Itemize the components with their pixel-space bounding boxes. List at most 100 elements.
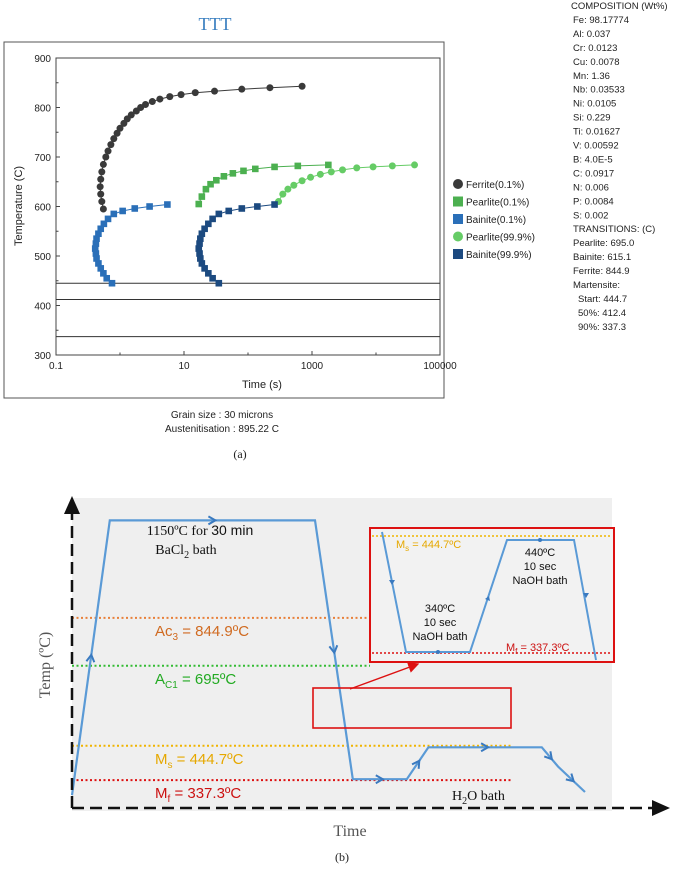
- transition-item: Ferrite: 844.9: [573, 266, 630, 277]
- data-point: [110, 210, 118, 218]
- series-pearlite-99-9: [275, 161, 419, 206]
- data-point: [388, 162, 396, 170]
- data-point: [97, 190, 105, 198]
- ttt-x-tick-label: 100000: [423, 361, 457, 372]
- step1-time: 10 sec: [424, 617, 457, 629]
- composition-item: S: 0.002: [573, 210, 608, 221]
- legend-swatch: [453, 231, 463, 242]
- data-point: [198, 260, 206, 267]
- inset-marker-1: [436, 650, 440, 654]
- ttt-y-tick-label: 800: [34, 104, 51, 115]
- data-point: [141, 101, 149, 109]
- data-point: [191, 89, 199, 97]
- data-point: [100, 220, 108, 228]
- step2-bath: NaOH bath: [512, 575, 567, 587]
- temp-axis-label: Temp (ºC): [37, 632, 54, 699]
- ttt-y-axis-label: Temperature (C): [13, 166, 25, 246]
- martensite-lines: [56, 282, 440, 338]
- data-point: [284, 185, 292, 193]
- ttt-y-tick-label: 700: [34, 153, 51, 164]
- series-ferrite-0-1: [96, 82, 306, 213]
- zoom-region-box: [312, 687, 512, 729]
- data-point: [298, 177, 306, 185]
- ttt-x-tick-label: 0.1: [49, 361, 63, 372]
- data-point: [211, 87, 219, 95]
- x-axis-arrowhead: [652, 800, 670, 816]
- data-point: [279, 190, 287, 198]
- data-point: [97, 225, 105, 233]
- transition-item: 50%: 412.4: [578, 308, 626, 319]
- inset-ms-label: Ms = 444.7ºC: [396, 539, 461, 553]
- data-point: [93, 255, 100, 262]
- data-point: [92, 250, 100, 257]
- composition-list: COMPOSITION (Wt%) Fe: 98.17774 Al: 0.037 Cr…: [571, 1, 668, 333]
- composition-item: Mn: 1.36: [573, 71, 610, 82]
- composition-item: Cr: 0.0123: [573, 43, 617, 54]
- direction-chevron: [411, 759, 421, 769]
- transition-item: Martensite:: [573, 280, 620, 291]
- composition-item: C: 0.0917: [573, 168, 614, 179]
- data-point: [110, 135, 118, 143]
- caption-a: (a): [233, 447, 246, 461]
- transition-item: Bainite: 615.1: [573, 252, 631, 263]
- ttt-y-tick-label: 600: [34, 203, 51, 214]
- ttt-title: TTT: [199, 14, 232, 34]
- data-point: [92, 240, 100, 247]
- data-point: [131, 205, 139, 212]
- data-point: [148, 98, 156, 106]
- data-point: [353, 164, 361, 172]
- data-point: [95, 260, 102, 267]
- data-point: [238, 205, 246, 212]
- data-point: [215, 279, 223, 287]
- direction-chevron: [565, 773, 576, 783]
- data-point: [369, 163, 377, 171]
- data-point: [411, 161, 419, 169]
- step1-temp: 340ºC: [425, 603, 455, 615]
- data-point: [164, 201, 171, 208]
- composition-item: Ni: 0.0105: [573, 99, 616, 110]
- ttt-x-axis-label: Time (s): [242, 379, 282, 391]
- data-point: [298, 82, 306, 90]
- panel-a: TTT 300 400 500 600 700 800 900 0.1 10 1000 10000…: [3, 1, 668, 461]
- composition-item: Cu: 0.0078: [573, 57, 619, 68]
- series-bainite-0-1: [91, 201, 171, 287]
- data-point: [177, 91, 185, 99]
- data-point: [325, 161, 332, 169]
- data-point: [251, 165, 259, 173]
- legend-swatch: [453, 214, 463, 224]
- composition-item: Al: 0.037: [573, 29, 611, 40]
- ttt-y-tick-label: 900: [34, 54, 51, 65]
- data-point: [93, 235, 100, 242]
- transition-item: Start: 444.7: [578, 294, 627, 305]
- zoom-callout-arrow: [349, 662, 420, 690]
- composition-item: Si: 0.229: [573, 113, 611, 124]
- data-point: [197, 255, 204, 262]
- level-label-ac1: AC1 = 695ºC: [155, 671, 236, 691]
- data-point: [213, 176, 220, 184]
- composition-item: Nb: 0.03533: [573, 85, 625, 96]
- ttt-plot-area: [55, 57, 441, 356]
- data-point: [95, 230, 102, 238]
- inset-profile-line: [381, 531, 597, 661]
- data-point: [271, 201, 278, 208]
- ttt-x-tick-label: 10: [178, 361, 190, 372]
- data-point: [104, 147, 112, 155]
- data-point: [116, 124, 124, 132]
- data-point: [196, 250, 203, 257]
- direction-chevron: [328, 644, 339, 655]
- data-point: [220, 173, 228, 180]
- legend-label: Pearlite(99.9%): [466, 233, 535, 244]
- data-point: [96, 183, 104, 191]
- austenitize-label: 1150ºC for 30 min: [147, 522, 254, 539]
- composition-item: Fe: 98.17774: [573, 15, 629, 26]
- transitions-heading: TRANSITIONS: (C): [573, 224, 655, 235]
- composition-item: P: 0.0084: [573, 196, 614, 207]
- data-point: [201, 265, 208, 272]
- data-point: [97, 175, 105, 183]
- data-point: [91, 245, 99, 252]
- composition-item: N: 0.006: [573, 182, 609, 193]
- ttt-legend: Ferrite(0.1%) Pearlite(0.1%) Bainite(0.1%)…: [453, 179, 535, 261]
- data-point: [238, 85, 246, 93]
- ttt-y-tick-label: 400: [34, 302, 51, 313]
